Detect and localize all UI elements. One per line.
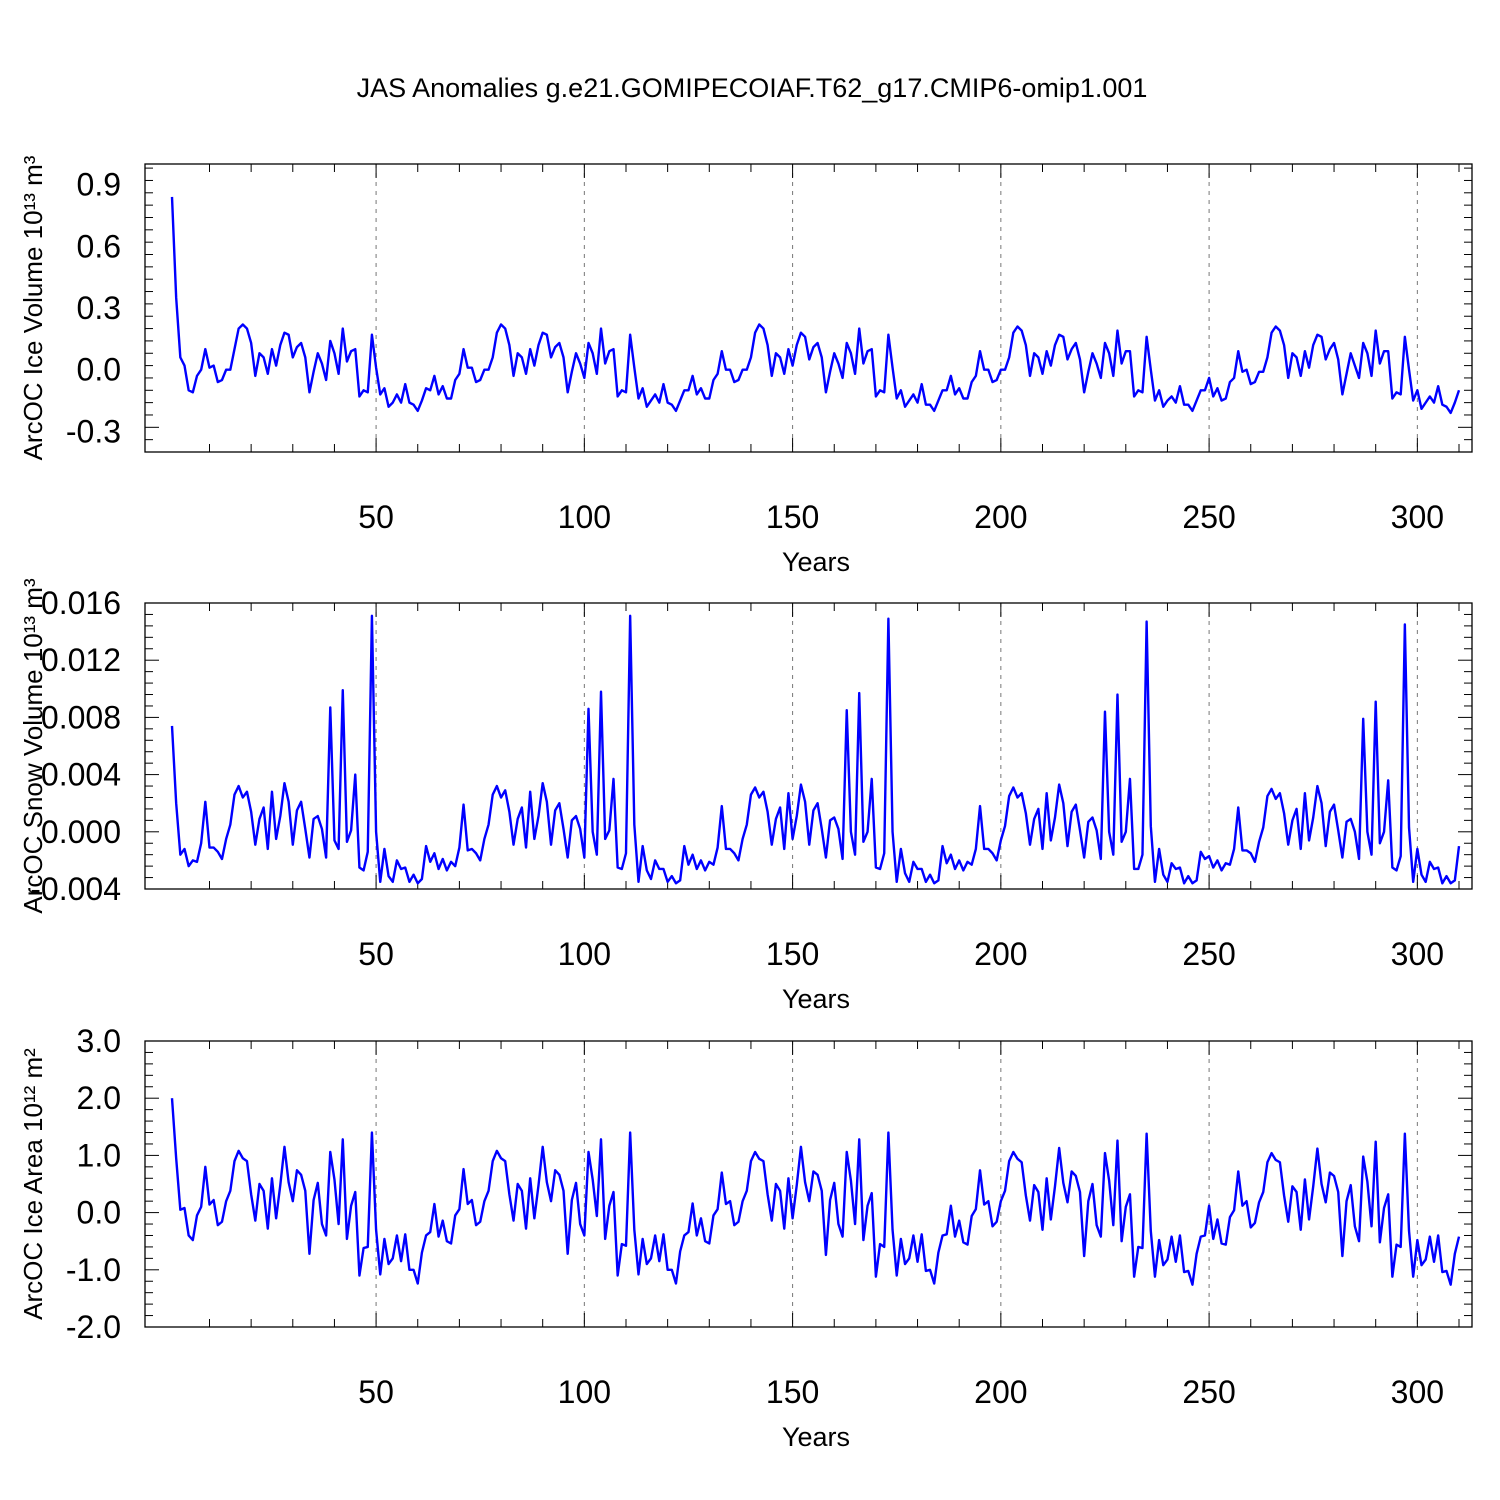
y-tick-label: -2.0 [66,1309,121,1345]
x-tick-label: 200 [974,499,1027,535]
x-axis-label: Years [782,984,850,1014]
plot-frame [144,602,1473,890]
x-tick-label: 250 [1182,1374,1235,1410]
panel-ice-area: 50 100 150 200 250 300 Years 3.0 2.0 1.0 0.0 -1.0 -2… [18,1023,1473,1452]
figure-title: JAS Anomalies g.e21.GOMIPECOIAF.T62_g17.… [357,73,1148,103]
y-tick-label: 0.9 [77,167,121,203]
x-tick-label: 50 [358,936,394,972]
series-line [170,196,1461,415]
y-tick-label: 0.0 [77,1195,121,1231]
x-tick-label: 150 [766,1374,819,1410]
y-tick-label: 0.012 [41,642,121,678]
y-tick-label: 0.004 [41,757,121,793]
x-tick-label: 150 [766,936,819,972]
y-axis-label: ArcOC Ice Volume 10¹³ m³ [18,155,48,460]
x-tick-label: 100 [558,936,611,972]
x-tick-label: 300 [1391,936,1444,972]
series-line [170,1098,1461,1286]
x-tick-label: 100 [558,499,611,535]
y-axis-label: ArcOC Ice Area 10¹² m² [18,1048,48,1320]
x-axis-label: Years [782,1422,850,1452]
y-tick-label: -0.004 [30,871,121,907]
y-tick-label: 0.000 [41,814,121,850]
x-tick-label: 150 [766,499,819,535]
y-tick-label: 1.0 [77,1137,121,1173]
y-tick-label: 0.6 [77,228,121,264]
y-tick-label: 3.0 [77,1023,121,1059]
y-tick-label: 0.008 [41,699,121,735]
series-line [170,614,1461,885]
x-tick-label: 50 [358,1374,394,1410]
x-tick-label: 100 [558,1374,611,1410]
y-tick-label: 2.0 [77,1080,121,1116]
y-tick-label: 0.016 [41,585,121,621]
x-tick-label: 300 [1391,499,1444,535]
x-tick-label: 200 [974,1374,1027,1410]
x-tick-label: 300 [1391,1374,1444,1410]
x-axis-label: Years [782,547,850,577]
y-tick-label: -0.3 [66,413,121,449]
y-tick-label: 0.0 [77,352,121,388]
y-axis-label: ArcOC Snow Volume 10¹³ m³ [18,578,48,914]
x-tick-label: 200 [974,936,1027,972]
panel-snow-volume: 50 100 150 200 250 300 Years 0.016 0.012 0.008 0.0… [18,578,1473,1014]
panel-ice-volume: 50 100 150 200 250 300 Years 0.9 0.6 0.3 0.0 -0.3 Ar… [18,155,1473,577]
y-tick-label: 0.3 [77,290,121,326]
plot-frame [144,163,1473,453]
x-tick-label: 250 [1182,499,1235,535]
x-tick-label: 50 [358,499,394,535]
plot-frame [144,1040,1473,1328]
x-tick-label: 250 [1182,936,1235,972]
y-tick-label: -1.0 [66,1252,121,1288]
